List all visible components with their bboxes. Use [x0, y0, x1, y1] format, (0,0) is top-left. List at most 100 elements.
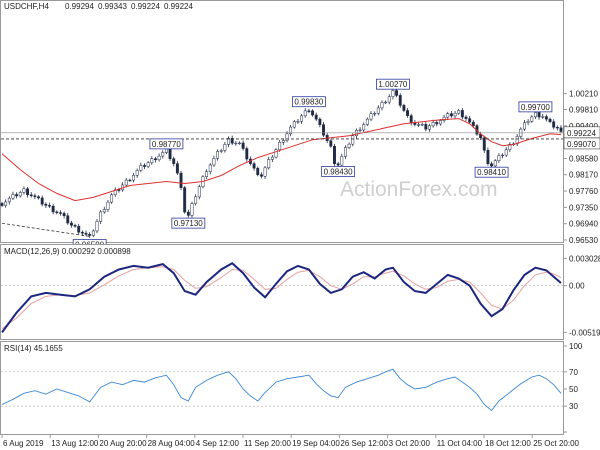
candle-body — [88, 234, 92, 236]
candle-body — [197, 186, 201, 198]
candle-body — [318, 118, 322, 125]
candle-body — [146, 162, 150, 167]
candle-body — [208, 164, 212, 172]
candle-body — [164, 148, 168, 153]
candle-body — [438, 120, 442, 125]
candle-body — [303, 110, 307, 117]
candle-body — [259, 174, 263, 177]
candle-body — [270, 156, 274, 160]
candle-body — [508, 144, 512, 150]
candle-body — [238, 142, 241, 145]
candle-body — [37, 196, 40, 199]
x-tick-label: 11 Sep 20:00 — [244, 439, 292, 448]
macd-panel-frame — [0, 244, 564, 340]
candle-body — [548, 118, 552, 122]
x-tick-label: 19 Sep 04:00 — [292, 439, 340, 448]
x-tick-label: 4 Sep 12:00 — [196, 439, 240, 448]
price-annotation-label: 0.98770 — [152, 140, 181, 149]
candle-body — [51, 205, 55, 213]
candle-body — [241, 142, 245, 149]
candle-body — [175, 163, 179, 174]
candle-body — [420, 124, 424, 126]
candle-body — [347, 143, 351, 148]
candle-body — [150, 158, 154, 163]
macd-tick-label: 0.00 — [569, 282, 585, 291]
candle-body — [278, 142, 282, 150]
candle-body — [289, 126, 293, 135]
rsi-tick-label: 100 — [569, 342, 583, 351]
candle-body — [486, 149, 490, 165]
price-annotation-label: 0.98430 — [324, 167, 353, 176]
candle-body — [168, 148, 172, 159]
candle-body — [102, 209, 106, 213]
candle-body — [44, 203, 48, 206]
candle-body — [417, 124, 420, 126]
candle-body — [4, 201, 8, 206]
price-tick-label: 1.00210 — [569, 90, 598, 99]
candle-body — [468, 118, 472, 123]
rsi-panel-frame — [0, 341, 564, 435]
candle-body — [431, 122, 435, 127]
candle-body — [333, 146, 336, 165]
candle-body — [223, 144, 227, 151]
candle-body — [110, 194, 114, 203]
price-annotation-label: 0.97130 — [174, 219, 203, 228]
candle-body — [482, 137, 486, 151]
candle-body — [172, 158, 176, 164]
candle-body — [22, 188, 26, 193]
rsi-series — [1, 368, 563, 412]
candle-body — [449, 113, 453, 117]
candle-body — [442, 116, 446, 121]
candle-body — [541, 116, 545, 118]
price-annotation-box — [376, 78, 410, 90]
candle-body — [343, 147, 347, 157]
candle-body — [362, 124, 366, 131]
candle-body — [373, 113, 377, 115]
candle-body — [263, 167, 267, 177]
candle-body — [395, 90, 399, 96]
candle-body — [285, 133, 289, 141]
candle-body — [497, 155, 501, 161]
candle-body — [15, 194, 19, 197]
candle-body — [329, 140, 333, 147]
candle-body — [460, 110, 464, 118]
candle-body — [369, 113, 373, 120]
candle-body — [409, 115, 413, 123]
candle-body — [533, 112, 537, 118]
candle-body — [322, 124, 325, 136]
candle-body — [515, 136, 519, 145]
candle-body — [559, 127, 563, 132]
candle-body — [40, 197, 44, 205]
x-axis: 6 Aug 2019 13 Aug 12:00 20 Aug 20:00 28 Aug… — [1, 435, 580, 448]
candle-body — [358, 129, 362, 131]
x-tick-label: 6 Aug 2019 — [3, 439, 44, 448]
price-annotation-box — [518, 101, 553, 113]
candle-body — [523, 122, 526, 130]
candle-body — [501, 154, 504, 157]
price-tick-label: 0.98170 — [569, 171, 598, 180]
price-annotation-box — [149, 138, 184, 150]
candle-body — [365, 118, 369, 125]
candle-body — [471, 121, 475, 126]
chart-header-close: 0.99224 — [164, 2, 193, 11]
candle-body — [132, 175, 135, 181]
chart-header-open: 0.99294 — [65, 2, 94, 11]
price-tick-label: 0.98580 — [569, 154, 598, 163]
candle-body — [544, 116, 548, 120]
candle-body — [281, 140, 285, 143]
candle-body — [490, 163, 494, 167]
candle-body — [530, 116, 534, 122]
x-tick-label: 11 Oct 04:00 — [437, 439, 483, 448]
price-axis: 1.002100.998100.994000.989900.985800.981… — [564, 90, 598, 245]
candle-body — [552, 121, 556, 128]
candle-body — [135, 170, 139, 176]
x-tick-label: 3 Oct 20:00 — [389, 439, 431, 448]
candle-body — [161, 152, 165, 157]
moving-average-line — [1, 118, 562, 202]
rsi-tick-label: 70 — [569, 368, 578, 377]
price-tick-label: 0.99810 — [569, 105, 598, 114]
price-annotation-box — [292, 96, 326, 108]
candle-body — [7, 197, 11, 203]
candle-body — [230, 138, 234, 144]
rsi-line — [1, 368, 562, 412]
